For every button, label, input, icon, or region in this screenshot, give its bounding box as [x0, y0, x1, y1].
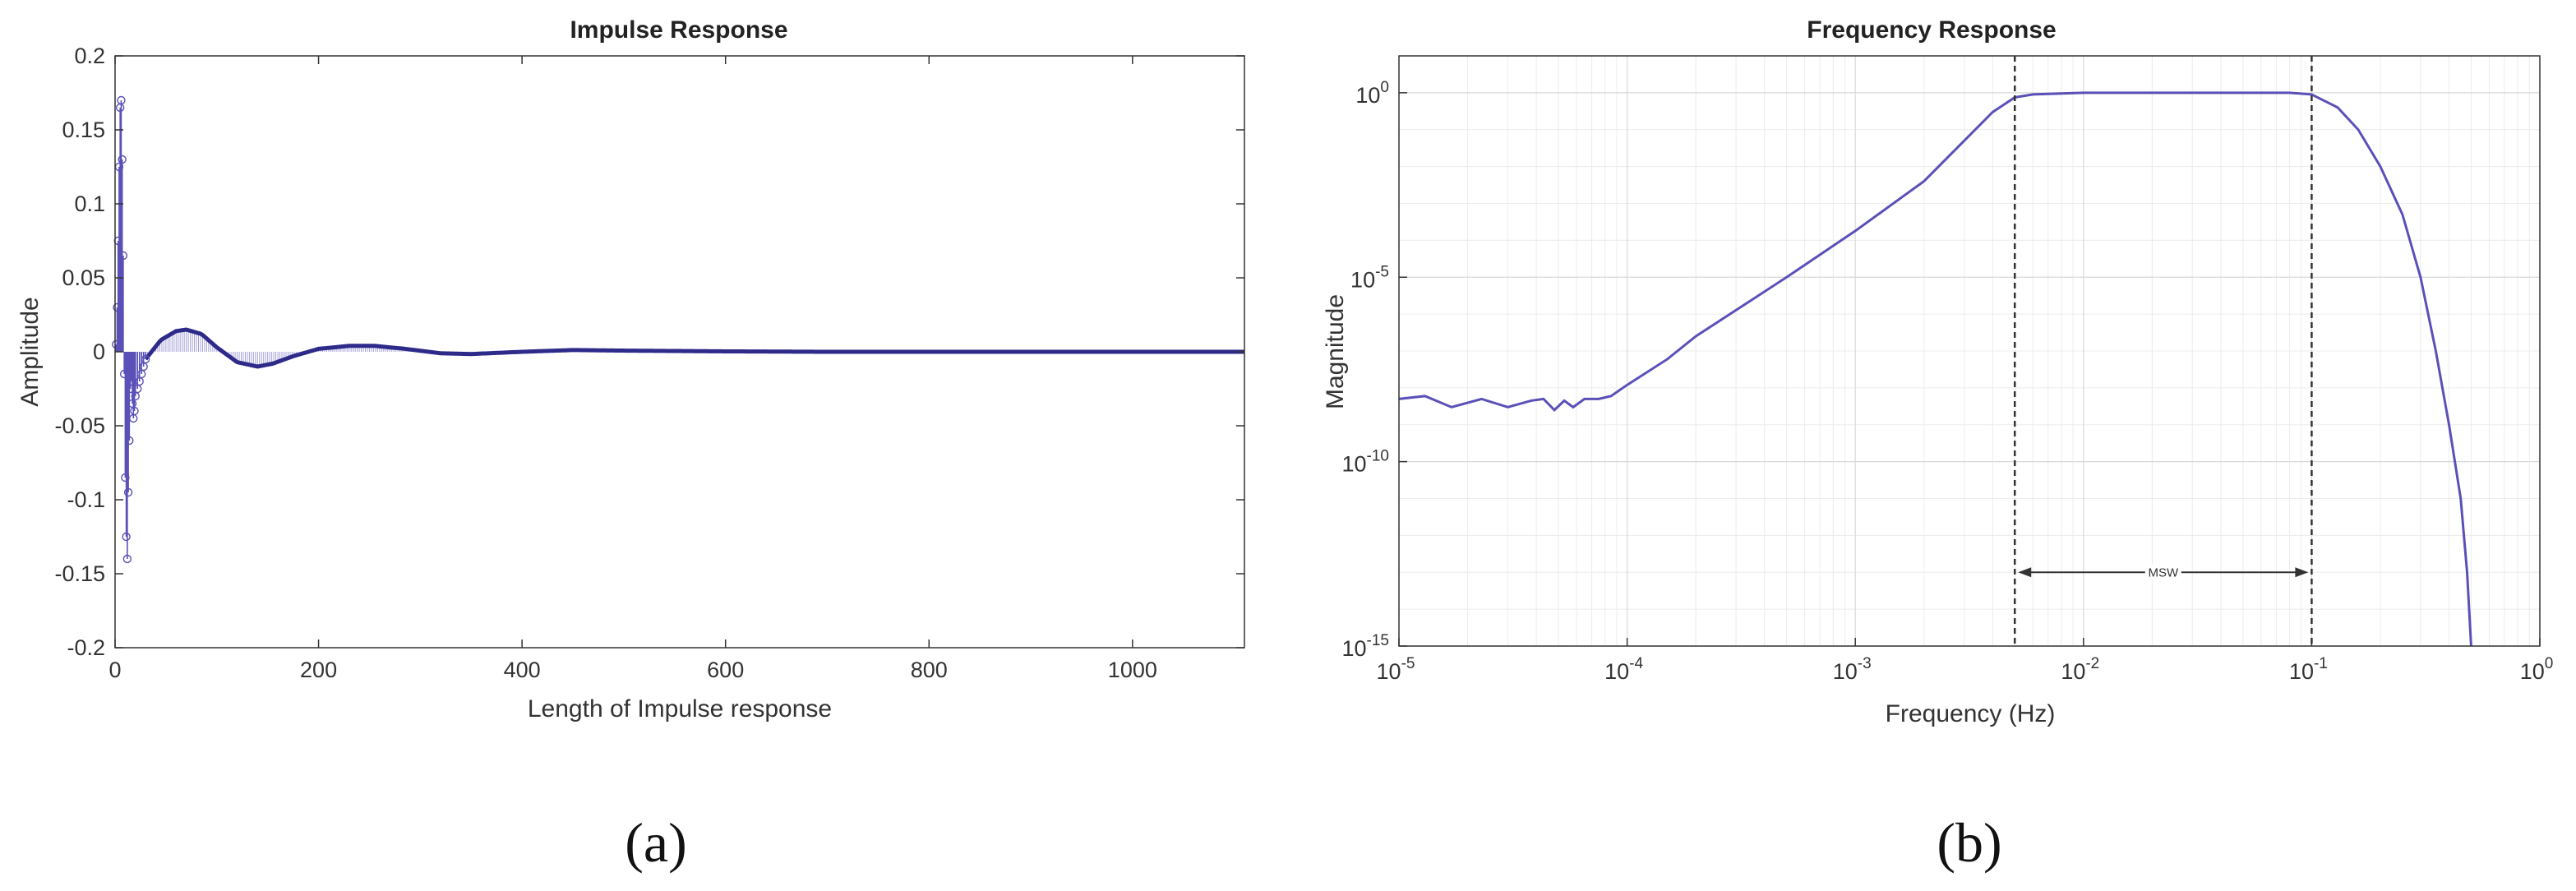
- y-tick-label: 0.1: [74, 192, 105, 216]
- frequency-response-chart: Frequency Response MSW 10-5 10-4 10-3 10-2 1…: [1322, 16, 2553, 727]
- y-tick-label: 0: [93, 339, 105, 364]
- spike-marker: [118, 155, 127, 164]
- x-tick-exponent: -1: [2314, 655, 2328, 672]
- spike-marker: [123, 487, 133, 497]
- y-tick-exponent: -5: [1375, 263, 1389, 280]
- y-tick-label: -0.1: [67, 487, 105, 512]
- spike-marker: [122, 554, 132, 564]
- y-tick-exponent: -10: [1367, 448, 1389, 465]
- chart-a-marks: [112, 95, 1244, 564]
- spike-marker: [141, 354, 150, 364]
- spike-marker: [125, 436, 134, 446]
- x-tick-label: 400: [504, 658, 541, 682]
- x-tick-base: 10: [1604, 659, 1629, 684]
- chart-b-ylabel: Magnitude: [1322, 294, 1349, 409]
- chart-b-grid: [1398, 55, 2541, 647]
- y-tick-label: 0.15: [62, 118, 105, 142]
- chart-a-title: Impulse Response: [570, 16, 787, 44]
- x-tick-label: 0: [108, 658, 121, 682]
- y-tick-label: 100: [1355, 79, 1389, 108]
- impulse-response-chart: Impulse Response 0 200 400 600 800 1000 -0.2 -0…: [16, 16, 1245, 722]
- y-tick-label: -0.2: [67, 635, 105, 660]
- y-tick-label: 10-15: [1341, 632, 1389, 661]
- chart-b-marks: MSW: [1398, 56, 2472, 647]
- x-tick-label: 800: [911, 658, 948, 682]
- spike-marker: [130, 406, 139, 416]
- msw-arrowhead-left: [2018, 567, 2032, 578]
- panel-b-label: (b): [1937, 811, 2001, 874]
- y-tick-base: 10: [1350, 267, 1375, 292]
- x-tick-base: 10: [2289, 659, 2314, 684]
- y-tick-label: -0.15: [54, 561, 105, 586]
- y-tick-base: 10: [1341, 452, 1366, 477]
- spike-marker: [117, 95, 126, 105]
- msw-label-bg: [2144, 565, 2181, 580]
- x-tick-label: 10-3: [1833, 655, 1872, 684]
- x-tick-label: 100: [2520, 655, 2554, 684]
- y-tick-label: 0.05: [62, 265, 105, 290]
- y-tick-exponent: -15: [1367, 632, 1389, 649]
- spike-marker: [118, 251, 128, 261]
- chart-b-plot-frame: [1398, 55, 2541, 647]
- chart-b-xlabel: Frequency (Hz): [1886, 700, 2056, 727]
- x-tick-label: 200: [300, 658, 337, 682]
- msw-label: MSW: [2148, 566, 2179, 579]
- x-tick-exponent: -5: [1401, 655, 1415, 672]
- chart-a-xlabel: Length of Impulse response: [528, 695, 832, 722]
- chart-a-ticks: 0 200 400 600 800 1000 -0.2 -0.15 -0.1 -0.05 0 0.05…: [54, 44, 1244, 682]
- y-tick-base: 10: [1355, 83, 1380, 108]
- x-tick-exponent: -4: [1629, 655, 1643, 672]
- x-tick-label: 600: [707, 658, 744, 682]
- x-tick-base: 10: [2520, 659, 2545, 684]
- x-tick-base: 10: [1833, 659, 1858, 684]
- msw-arrowhead-right: [2295, 567, 2309, 578]
- chart-b-title: Frequency Response: [1807, 16, 2056, 44]
- spike-marker: [122, 532, 131, 542]
- y-tick-label: 10-10: [1341, 448, 1389, 477]
- chart-a-ylabel: Amplitude: [16, 297, 44, 406]
- x-tick-base: 10: [2061, 659, 2085, 684]
- x-tick-base: 10: [1377, 659, 1401, 684]
- frequency-response-line: [1398, 91, 2472, 647]
- tail-envelope-line: [144, 327, 1244, 369]
- x-tick-exponent: 0: [2545, 655, 2554, 672]
- x-tick-label: 10-5: [1377, 655, 1415, 684]
- x-tick-label: 1000: [1108, 658, 1157, 682]
- x-tick-exponent: -3: [1858, 655, 1872, 672]
- x-tick-label: 10-2: [2061, 655, 2099, 684]
- x-tick-exponent: -2: [2085, 655, 2099, 672]
- y-tick-label: 0.2: [74, 44, 105, 68]
- y-tick-label: -0.05: [54, 413, 105, 438]
- panel-a-label: (a): [625, 811, 686, 874]
- y-tick-exponent: 0: [1380, 79, 1389, 96]
- x-tick-label: 10-4: [1604, 655, 1643, 684]
- y-tick-label: 10-5: [1350, 263, 1389, 292]
- y-tick-base: 10: [1341, 636, 1366, 661]
- x-tick-label: 10-1: [2289, 655, 2328, 684]
